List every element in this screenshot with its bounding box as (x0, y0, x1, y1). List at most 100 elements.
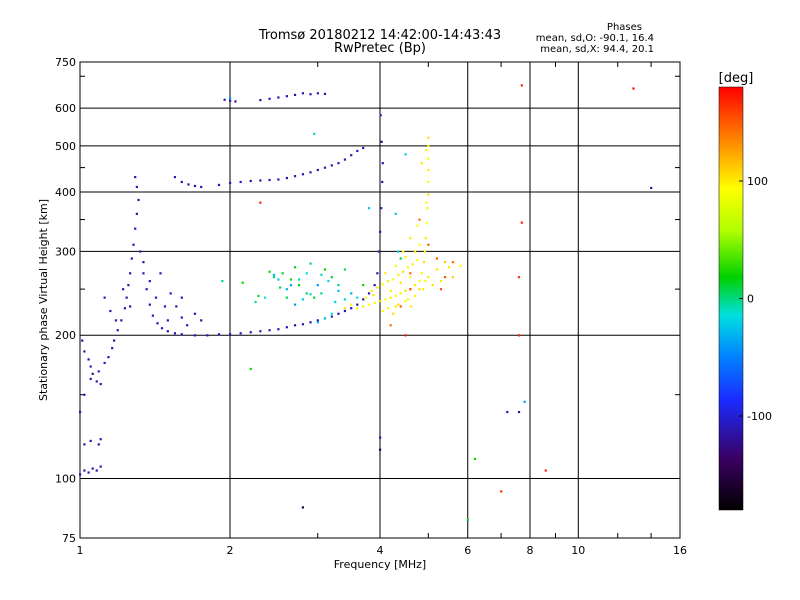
data-point (379, 448, 382, 451)
data-point (301, 173, 305, 176)
data-point (350, 303, 353, 306)
data-point (97, 370, 100, 373)
data-point (249, 179, 252, 183)
data-point (217, 333, 221, 336)
data-point (431, 284, 434, 287)
data-point (427, 180, 430, 184)
data-point (523, 400, 526, 403)
data-point (389, 296, 392, 299)
data-point (151, 314, 155, 317)
data-point (427, 243, 430, 246)
data-point (297, 278, 301, 281)
data-point (281, 272, 284, 275)
data-point (394, 305, 397, 308)
data-point (111, 347, 114, 350)
x-tick-label: 4 (377, 544, 384, 557)
data-point (163, 305, 167, 308)
data-point (367, 303, 371, 306)
y-tick-label: 300 (55, 245, 76, 258)
data-point (389, 324, 392, 327)
data-point (409, 288, 412, 291)
data-point (367, 207, 371, 210)
data-point (381, 180, 384, 184)
data-point (362, 298, 365, 301)
data-point (254, 300, 257, 304)
data-point (379, 300, 382, 303)
data-point (379, 436, 382, 439)
data-point (362, 305, 365, 308)
data-point (435, 257, 438, 260)
data-point (404, 289, 407, 292)
data-point (83, 350, 86, 353)
data-point (221, 280, 224, 283)
data-point (293, 93, 297, 96)
data-point (129, 305, 132, 308)
data-point (473, 457, 477, 461)
x-tick-label: 10 (571, 544, 585, 557)
data-point (145, 288, 148, 291)
data-point (289, 278, 293, 281)
data-point (166, 319, 169, 322)
data-point (427, 136, 430, 139)
data-point (517, 410, 521, 414)
data-point (427, 193, 430, 196)
data-point (350, 292, 353, 295)
data-point (99, 465, 102, 468)
data-point (137, 198, 140, 202)
x-tick-label: 2 (227, 544, 234, 557)
data-point (87, 471, 90, 474)
data-point (373, 301, 376, 304)
data-point (399, 305, 402, 308)
data-point (320, 292, 323, 295)
data-point (259, 99, 262, 102)
data-point (327, 280, 330, 283)
data-point (397, 250, 400, 253)
data-point (422, 261, 426, 264)
data-point (259, 330, 262, 333)
data-point (409, 276, 412, 279)
data-point (381, 309, 384, 313)
data-point (142, 272, 145, 275)
data-point (122, 288, 125, 291)
data-point (330, 315, 333, 318)
data-point (142, 261, 145, 264)
data-point (279, 286, 282, 289)
data-point (500, 490, 503, 493)
data-point (277, 278, 280, 281)
data-point (249, 331, 252, 334)
data-point (175, 305, 178, 308)
data-point (379, 230, 382, 233)
data-point (386, 280, 390, 283)
data-point (316, 321, 319, 324)
data-point (365, 296, 368, 299)
data-point (343, 298, 347, 301)
data-point (87, 358, 90, 361)
data-point (79, 410, 82, 414)
data-point (135, 212, 138, 215)
data-point (443, 276, 447, 279)
data-point (330, 164, 333, 167)
data-point (79, 473, 82, 476)
data-point (350, 307, 353, 310)
data-point (427, 157, 430, 160)
data-point (95, 469, 98, 472)
data-point (268, 178, 271, 182)
data-point (381, 283, 384, 286)
data-point (200, 185, 203, 189)
data-point (285, 326, 288, 329)
data-point (129, 272, 132, 275)
data-point (180, 333, 183, 336)
data-point (289, 284, 293, 287)
data-point (402, 270, 405, 273)
data-point (259, 201, 262, 204)
data-point (301, 323, 305, 326)
data-point (343, 268, 347, 271)
data-point (337, 312, 340, 315)
data-point (173, 332, 177, 335)
data-point (394, 294, 397, 298)
data-point (399, 292, 402, 295)
data-point (411, 263, 414, 266)
data-point (309, 321, 312, 324)
data-point (520, 84, 523, 87)
data-point (425, 148, 428, 152)
